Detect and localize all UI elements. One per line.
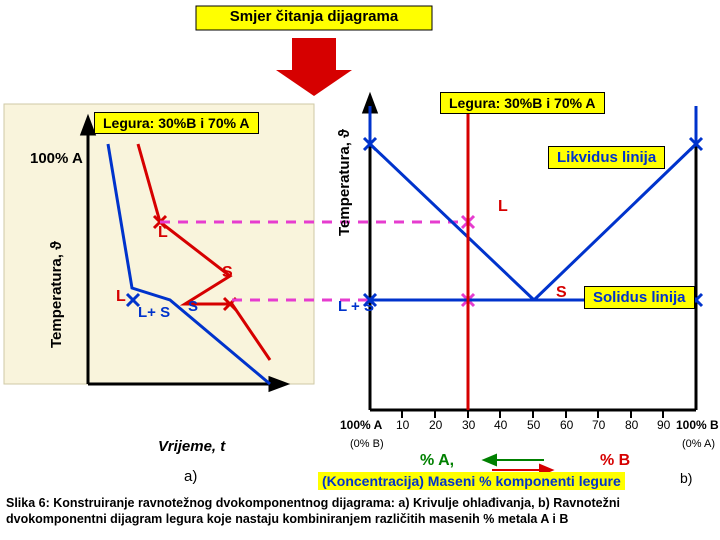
diagram-root: { "header": { "title": "Smjer čitanja di… — [0, 0, 720, 540]
xl-100B: 100% B — [676, 418, 719, 432]
t80: 80 — [625, 418, 638, 432]
right-sub: b) — [680, 470, 692, 486]
left-L: L — [158, 224, 168, 242]
figure-caption: Slika 6: Konstruiranje ravnotežnog dvoko… — [6, 496, 714, 527]
komponent-label: (Koncentracija) Maseni % komponenti legu… — [318, 472, 625, 490]
t90: 90 — [657, 418, 670, 432]
left-S: S — [222, 264, 233, 282]
left-sub: a) — [184, 468, 197, 485]
t60: 60 — [560, 418, 573, 432]
pctB: % B — [600, 452, 630, 470]
right-L: L — [498, 198, 508, 216]
liquidus-label: Likvidus linija — [548, 146, 665, 169]
t40: 40 — [494, 418, 507, 432]
t10: 10 — [396, 418, 409, 432]
pctA: % A, — [420, 452, 454, 470]
right-yaxis: Temperatura, ϑ — [336, 129, 353, 236]
xl-0B: (0% B) — [350, 438, 384, 450]
left-S2: S — [188, 298, 198, 315]
right-S: S — [556, 284, 567, 302]
t50: 50 — [527, 418, 540, 432]
left-100A: 100% A — [30, 150, 83, 167]
right-alloy-label: Legura: 30%B i 70% A — [440, 92, 605, 114]
xl-0A: (0% A) — [682, 438, 715, 450]
left-yaxis: Temperatura, ϑ — [48, 241, 65, 348]
t70: 70 — [592, 418, 605, 432]
xl-100A: 100% A — [340, 418, 382, 432]
left-L2: L — [116, 288, 126, 306]
left-alloy-label: Legura: 30%B i 70% A — [94, 112, 259, 134]
left-xaxis: Vrijeme, t — [158, 438, 225, 455]
t30: 30 — [462, 418, 475, 432]
header-title: Smjer čitanja dijagrama — [200, 8, 428, 25]
solidus-label: Solidus linija — [584, 286, 695, 309]
right-LS: L + S — [338, 298, 374, 315]
left-LS: L+ S — [138, 304, 170, 321]
t20: 20 — [429, 418, 442, 432]
